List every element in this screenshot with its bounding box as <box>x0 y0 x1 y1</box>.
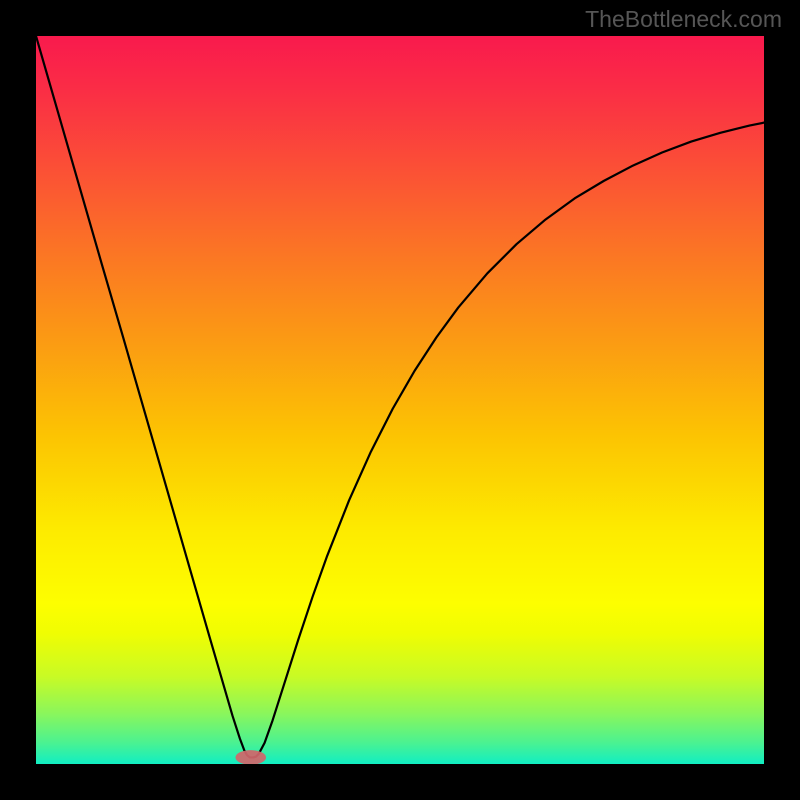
bottleneck-curve-chart <box>36 36 764 764</box>
plot-area <box>36 36 764 764</box>
chart-frame: TheBottleneck.com <box>0 0 800 800</box>
gradient-background <box>36 36 764 764</box>
watermark-text: TheBottleneck.com <box>585 6 782 33</box>
